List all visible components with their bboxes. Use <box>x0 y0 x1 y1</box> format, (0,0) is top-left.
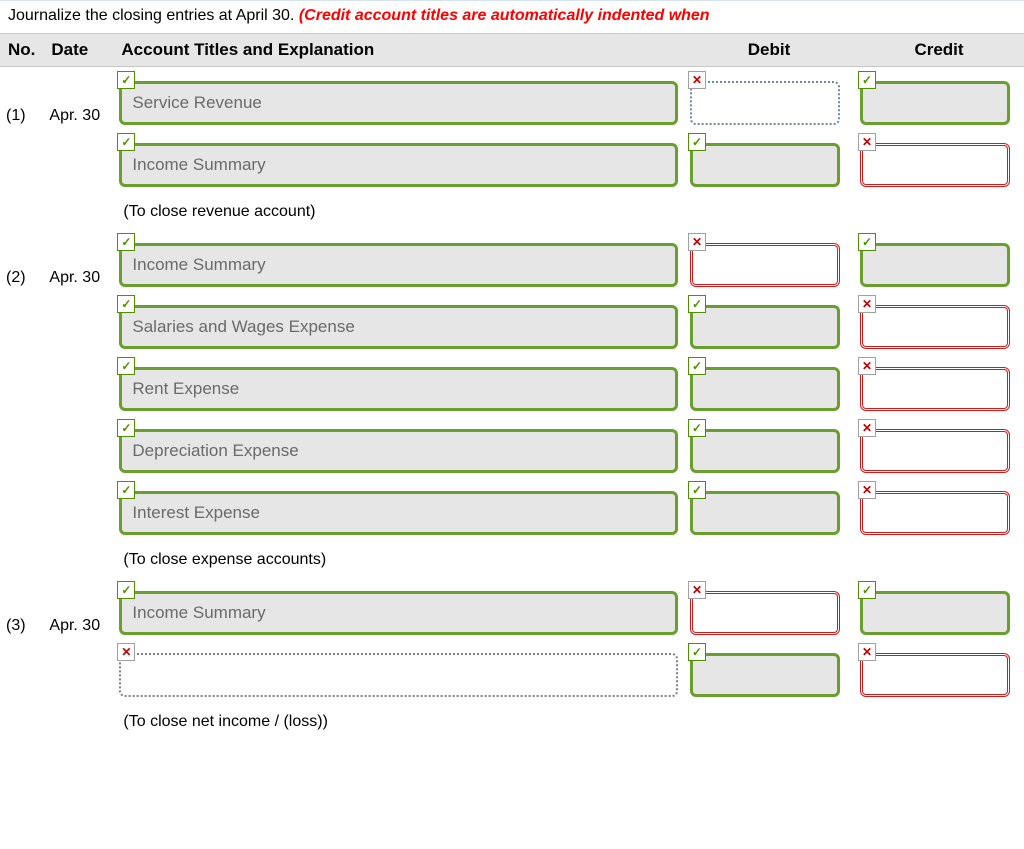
table-row: (2)Apr. 30✓Income Summary✕✓ <box>0 229 1024 291</box>
amount-input[interactable] <box>690 81 840 125</box>
amount-input[interactable] <box>860 491 1010 535</box>
table-row: (To close revenue account) <box>0 191 1024 229</box>
check-icon: ✓ <box>688 419 706 437</box>
account-title-input[interactable]: Income Summary <box>119 591 678 635</box>
check-icon: ✓ <box>688 481 706 499</box>
account-title-input[interactable]: Rent Expense <box>119 367 678 411</box>
table-row: ✕ ✓ ✕ <box>0 639 1024 701</box>
amount-input[interactable] <box>860 591 1010 635</box>
amount-input[interactable] <box>860 653 1010 697</box>
amount-input[interactable] <box>690 367 840 411</box>
instruction-prefix: Journalize the closing entries at April … <box>8 7 299 24</box>
entry-no <box>0 353 43 415</box>
table-row: ✓Salaries and Wages Expense✓✕ <box>0 291 1024 353</box>
check-icon: ✓ <box>688 295 706 313</box>
cross-icon: ✕ <box>117 643 135 661</box>
cross-icon: ✕ <box>688 581 706 599</box>
amount-input[interactable] <box>690 491 840 535</box>
check-icon: ✓ <box>858 233 876 251</box>
header-no: No. <box>0 34 43 67</box>
entry-date <box>43 415 113 477</box>
table-row: ✓Interest Expense✓✕ <box>0 477 1024 539</box>
entry-date: Apr. 30 <box>43 229 113 291</box>
header-debit: Debit <box>684 34 854 67</box>
header-credit: Credit <box>854 34 1024 67</box>
entry-no: (1) <box>0 67 43 130</box>
table-row: (3)Apr. 30✓Income Summary✕✓ <box>0 577 1024 639</box>
entry-date <box>43 291 113 353</box>
table-row: (To close expense accounts) <box>0 539 1024 577</box>
account-title-input[interactable]: Income Summary <box>119 243 678 287</box>
cross-icon: ✕ <box>688 233 706 251</box>
amount-input[interactable] <box>690 305 840 349</box>
amount-input[interactable] <box>690 143 840 187</box>
entry-date <box>43 129 113 191</box>
amount-input[interactable] <box>860 367 1010 411</box>
check-icon: ✓ <box>117 71 135 89</box>
header-date: Date <box>43 34 113 67</box>
cross-icon: ✕ <box>688 71 706 89</box>
account-title-input[interactable] <box>119 653 678 697</box>
check-icon: ✓ <box>688 643 706 661</box>
entry-date <box>43 353 113 415</box>
cross-icon: ✕ <box>858 295 876 313</box>
cross-icon: ✕ <box>858 357 876 375</box>
table-row: ✓Rent Expense✓✕ <box>0 353 1024 415</box>
check-icon: ✓ <box>117 357 135 375</box>
instruction-emphasis: (Credit account titles are automatically… <box>299 7 710 24</box>
account-title-input[interactable]: Interest Expense <box>119 491 678 535</box>
header-acct: Account Titles and Explanation <box>113 34 684 67</box>
explanation-text: (To close expense accounts) <box>119 543 678 573</box>
account-title-input[interactable]: Income Summary <box>119 143 678 187</box>
amount-input[interactable] <box>860 243 1010 287</box>
check-icon: ✓ <box>858 71 876 89</box>
check-icon: ✓ <box>117 481 135 499</box>
check-icon: ✓ <box>858 581 876 599</box>
journal-table: No. Date Account Titles and Explanation … <box>0 33 1024 739</box>
check-icon: ✓ <box>117 133 135 151</box>
check-icon: ✓ <box>117 581 135 599</box>
amount-input[interactable] <box>690 653 840 697</box>
table-row: ✓Income Summary✓✕ <box>0 129 1024 191</box>
table-row: ✓Depreciation Expense✓✕ <box>0 415 1024 477</box>
explanation-text: (To close revenue account) <box>119 195 678 225</box>
explanation-text: (To close net income / (loss)) <box>119 705 678 735</box>
table-row: (To close net income / (loss)) <box>0 701 1024 739</box>
amount-input[interactable] <box>860 143 1010 187</box>
amount-input[interactable] <box>690 243 840 287</box>
amount-input[interactable] <box>690 591 840 635</box>
entry-no <box>0 477 43 539</box>
cross-icon: ✕ <box>858 481 876 499</box>
check-icon: ✓ <box>117 233 135 251</box>
cross-icon: ✕ <box>858 643 876 661</box>
check-icon: ✓ <box>688 357 706 375</box>
check-icon: ✓ <box>117 295 135 313</box>
cross-icon: ✕ <box>858 133 876 151</box>
entry-date <box>43 639 113 701</box>
entry-date: Apr. 30 <box>43 67 113 130</box>
entry-no <box>0 639 43 701</box>
amount-input[interactable] <box>860 81 1010 125</box>
amount-input[interactable] <box>860 305 1010 349</box>
instruction-text: Journalize the closing entries at April … <box>0 0 1024 33</box>
entry-no <box>0 291 43 353</box>
entry-no <box>0 415 43 477</box>
entry-no: (2) <box>0 229 43 291</box>
entry-no: (3) <box>0 577 43 639</box>
account-title-input[interactable]: Service Revenue <box>119 81 678 125</box>
account-title-input[interactable]: Depreciation Expense <box>119 429 678 473</box>
table-row: (1)Apr. 30✓Service Revenue✕✓ <box>0 67 1024 130</box>
entry-no <box>0 129 43 191</box>
check-icon: ✓ <box>688 133 706 151</box>
amount-input[interactable] <box>860 429 1010 473</box>
cross-icon: ✕ <box>858 419 876 437</box>
account-title-input[interactable]: Salaries and Wages Expense <box>119 305 678 349</box>
check-icon: ✓ <box>117 419 135 437</box>
entry-date: Apr. 30 <box>43 577 113 639</box>
entry-date <box>43 477 113 539</box>
amount-input[interactable] <box>690 429 840 473</box>
